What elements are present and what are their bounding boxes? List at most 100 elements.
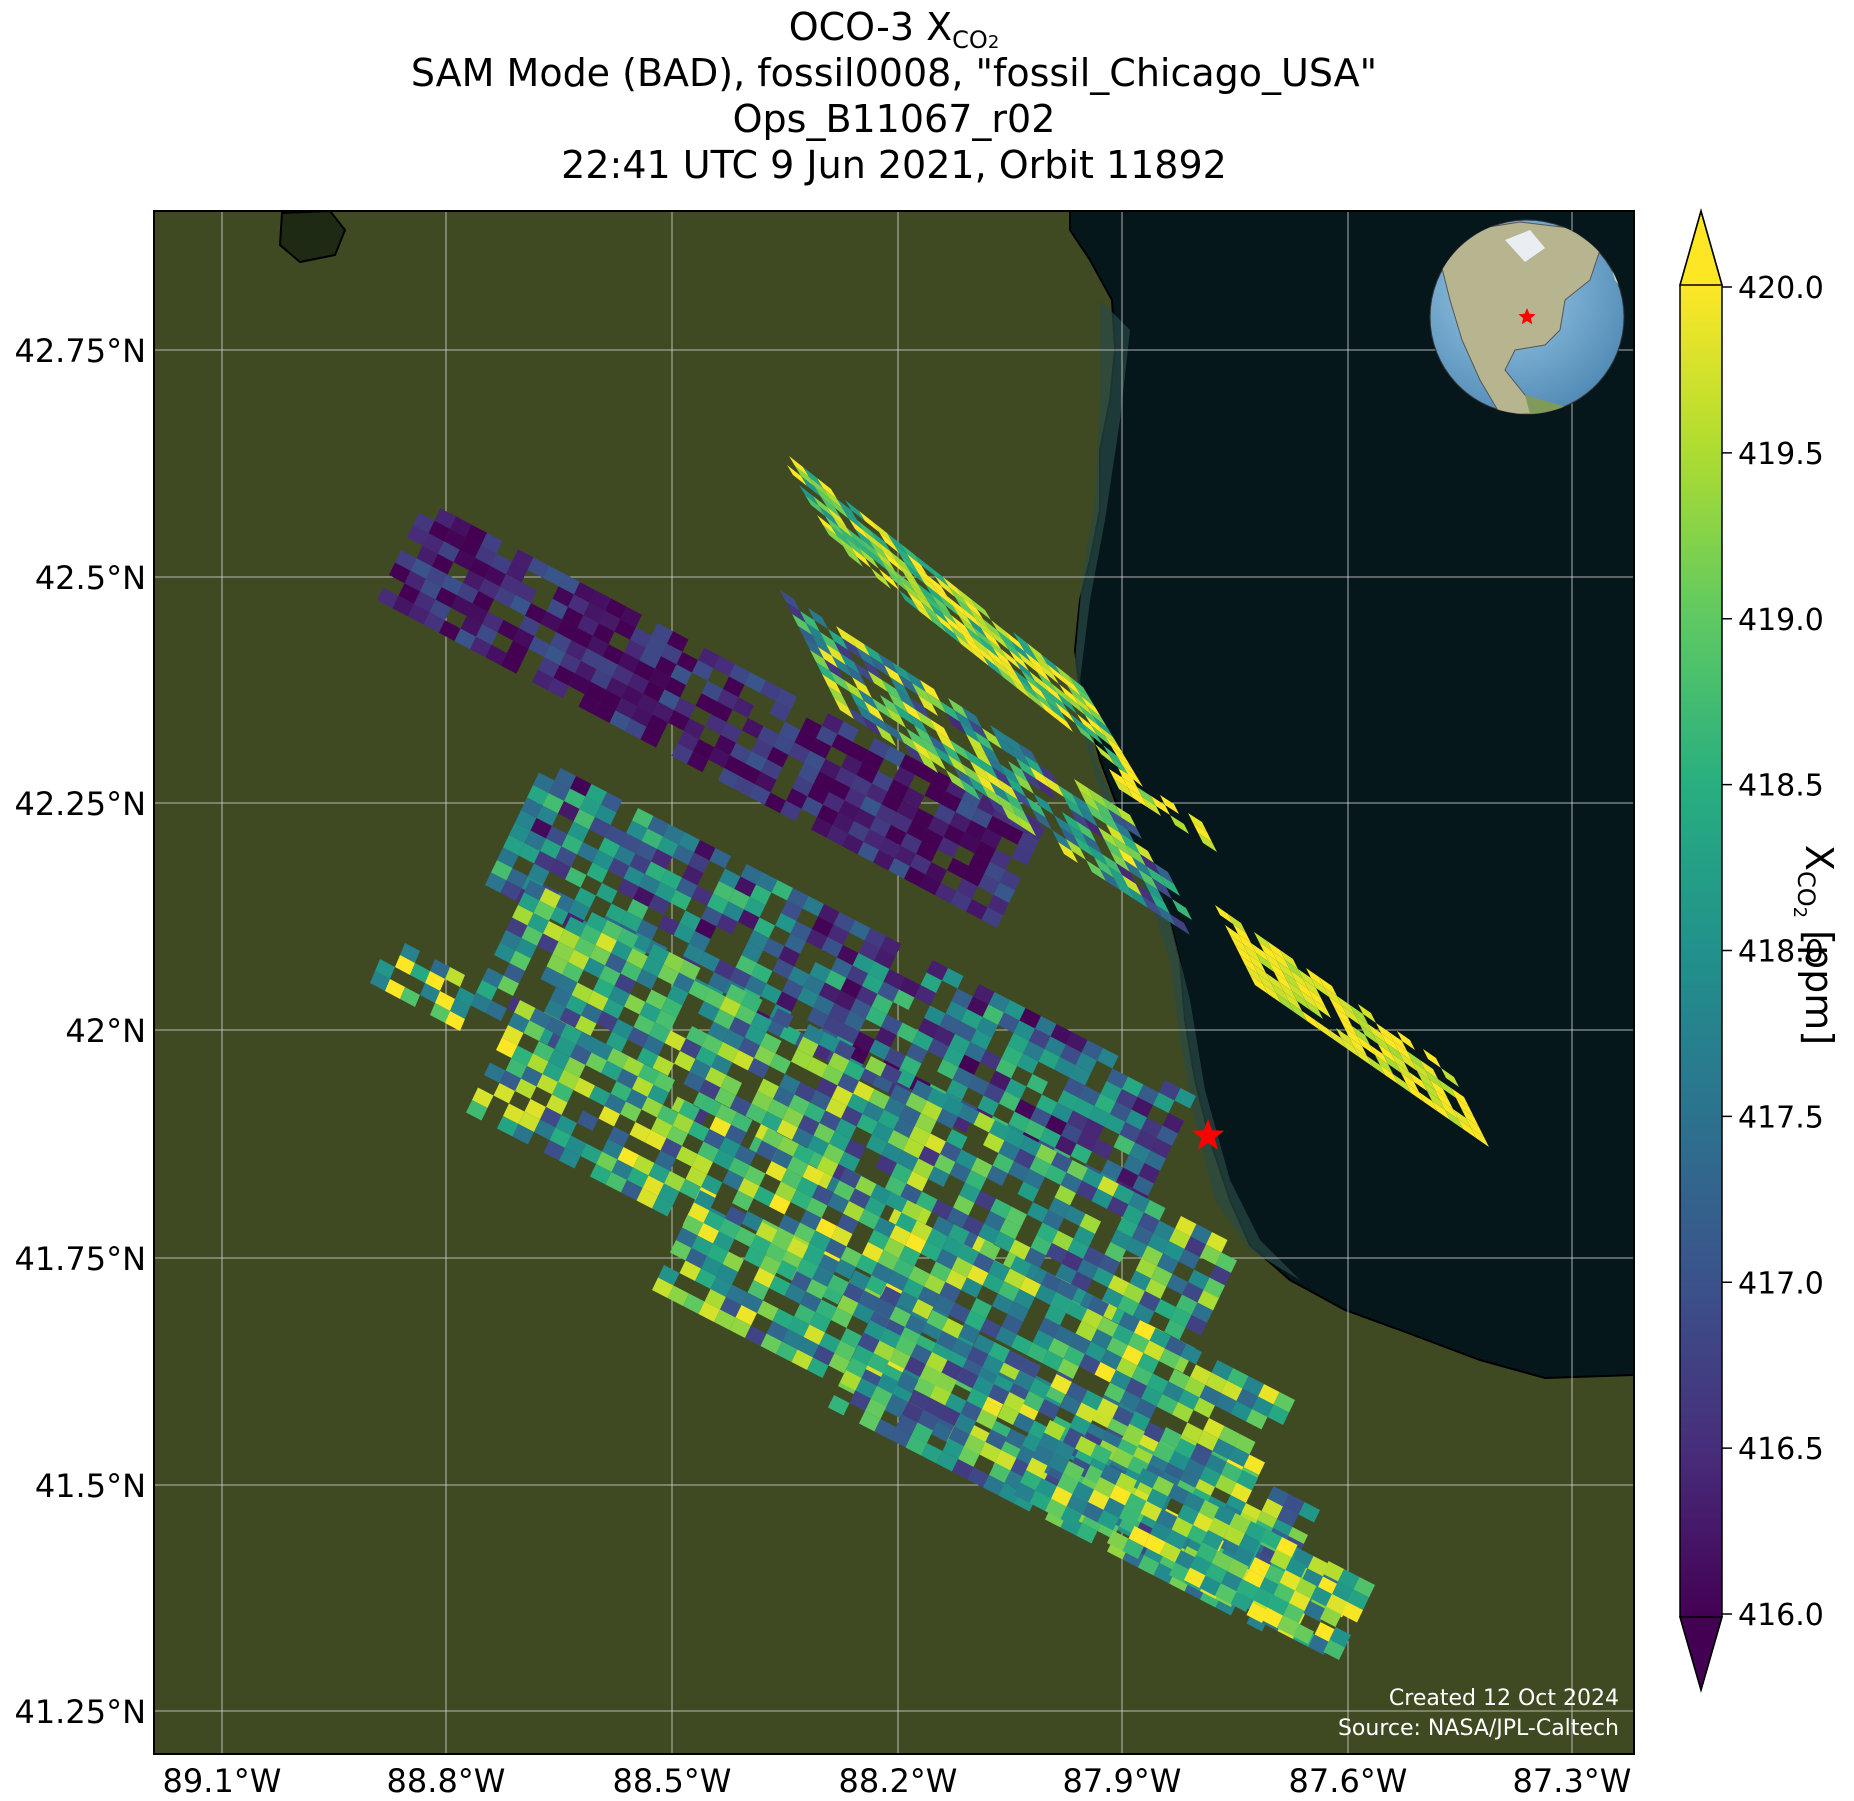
sounding-footprint (928, 734, 948, 755)
sounding-footprint (934, 803, 956, 825)
sounding-footprint (855, 1378, 877, 1399)
sounding-footprint (617, 1147, 639, 1168)
sounding-footprint (949, 624, 969, 645)
sounding-footprint (1441, 1068, 1459, 1087)
sounding-footprint (667, 631, 689, 652)
sounding-footprint (1243, 1569, 1265, 1590)
sounding-footprint (833, 517, 853, 538)
sounding-footprint (845, 537, 865, 558)
sounding-footprint (1036, 1222, 1058, 1243)
sounding-footprint (864, 1196, 886, 1217)
sounding-footprint (887, 570, 907, 591)
sounding-footprint (612, 664, 634, 686)
sounding-footprint (912, 1299, 934, 1320)
sounding-footprint (966, 734, 986, 755)
sounding-footprint (658, 689, 680, 711)
sounding-footprint (729, 1317, 751, 1338)
sounding-footprint (948, 755, 968, 776)
sounding-footprint (993, 1231, 1015, 1252)
sounding-footprint (896, 1372, 918, 1393)
sounding-footprint (915, 1113, 937, 1134)
sounding-footprint (806, 1197, 828, 1218)
sounding-footprint (885, 824, 907, 846)
sounding-footprint (918, 1018, 940, 1039)
sounding-footprint (658, 915, 680, 936)
sounding-footprint (765, 1242, 787, 1263)
sounding-footprint (933, 585, 953, 606)
sounding-footprint (422, 533, 444, 554)
sounding-footprint (1141, 1117, 1163, 1138)
sounding-footprint (604, 825, 626, 846)
sounding-footprint (842, 833, 864, 855)
sounding-footprint (971, 1157, 993, 1178)
sounding-footprint (661, 643, 683, 665)
sounding-footprint (1106, 824, 1126, 845)
sounding-footprint (580, 1143, 602, 1164)
sounding-footprint (786, 602, 806, 623)
sounding-footprint (970, 1298, 992, 1319)
sounding-footprint (612, 1019, 634, 1040)
sounding-footprint (1328, 1029, 1346, 1048)
sounding-footprint (983, 1132, 1005, 1153)
sounding-footprint (896, 1414, 918, 1435)
sounding-footprint (1116, 1439, 1138, 1460)
sounding-footprint (767, 746, 789, 768)
sounding-footprint (1099, 726, 1119, 747)
sounding-footprint (395, 550, 417, 571)
sounding-footprint (1033, 653, 1053, 674)
sounding-footprint (992, 1375, 1014, 1396)
sounding-footprint (652, 1055, 674, 1076)
sounding-footprint (831, 1085, 853, 1106)
sounding-footprint (1093, 716, 1113, 737)
sounding-footprint (472, 591, 494, 612)
sounding-footprint (500, 880, 522, 901)
sounding-footprint (937, 837, 959, 858)
sounding-footprint (1076, 1180, 1098, 1201)
sounding-footprint (497, 619, 519, 641)
sounding-footprint (833, 1180, 855, 1201)
sounding-footprint (1271, 983, 1289, 1002)
sounding-footprint (559, 1148, 581, 1169)
sounding-footprint (772, 958, 794, 979)
sounding-footprint (822, 713, 844, 734)
sounding-footprint (711, 701, 733, 723)
sounding-footprint (651, 849, 673, 870)
sounding-footprint (893, 989, 915, 1010)
sounding-footprint (1052, 1230, 1074, 1251)
sounding-footprint (1082, 1502, 1104, 1523)
sounding-footprint (1059, 684, 1079, 705)
colorbar-tick-label: 419.5 (1738, 437, 1824, 472)
sounding-footprint (930, 1261, 952, 1282)
sounding-footprint (980, 1050, 1002, 1071)
sounding-footprint (1349, 1037, 1367, 1056)
sounding-footprint (816, 725, 838, 747)
sounding-footprint (1091, 725, 1111, 746)
sounding-footprint (899, 1105, 921, 1126)
sounding-footprint (984, 1211, 1006, 1232)
sounding-footprint (633, 1155, 655, 1176)
title-species-sub2: 2 (987, 32, 1000, 53)
sounding-footprint (729, 1017, 751, 1038)
sounding-footprint (1125, 1109, 1147, 1130)
sounding-footprint (536, 805, 558, 826)
sounding-footprint (1100, 869, 1120, 890)
sounding-footprint (792, 775, 814, 797)
sounding-footprint (698, 1301, 720, 1322)
sounding-footprint (1162, 1381, 1184, 1402)
sounding-footprint (1152, 878, 1172, 899)
sounding-footprint (1114, 878, 1134, 899)
sounding-footprint (733, 776, 755, 797)
sounding-footprint (550, 987, 572, 1008)
sounding-footprint (1004, 734, 1024, 755)
sounding-footprint (482, 611, 504, 633)
sounding-footprint (754, 1045, 776, 1066)
sounding-footprint (923, 1397, 945, 1418)
sounding-footprint (497, 1116, 519, 1137)
sounding-footprint (1417, 1071, 1435, 1090)
sounding-footprint (719, 996, 741, 1017)
sounding-footprint (1206, 1232, 1228, 1253)
sounding-footprint (899, 977, 921, 998)
sounding-footprint (1048, 1197, 1070, 1218)
sounding-footprint (997, 630, 1017, 651)
sounding-footprint (971, 636, 991, 657)
